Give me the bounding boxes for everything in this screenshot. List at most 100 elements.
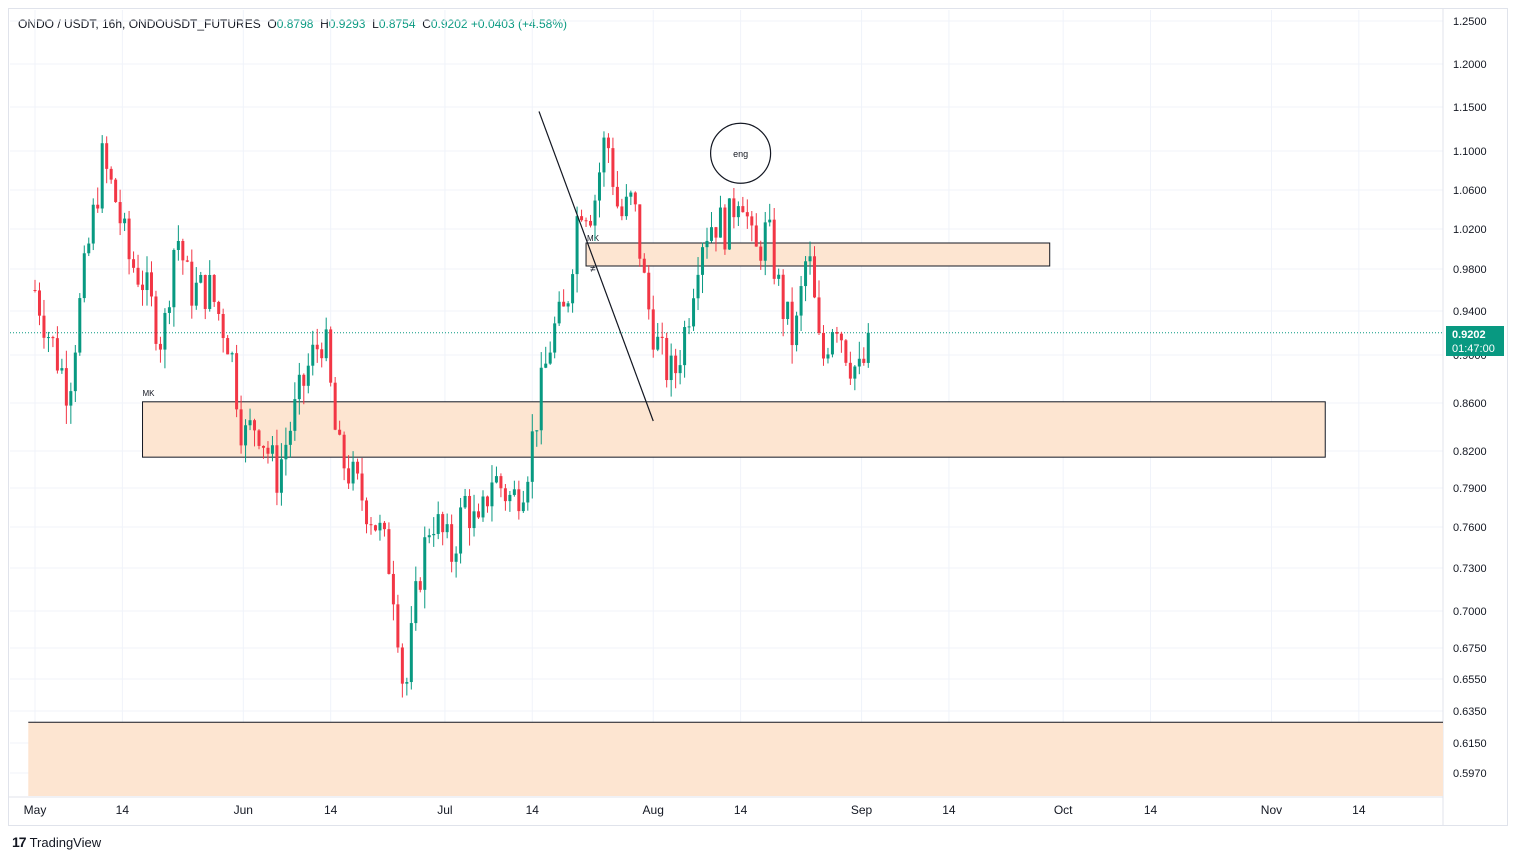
candle-body bbox=[418, 581, 422, 590]
candle-body bbox=[329, 329, 333, 383]
candle-body bbox=[432, 533, 436, 536]
candle-body bbox=[660, 336, 664, 338]
candle-body bbox=[145, 272, 149, 291]
candle-body bbox=[320, 349, 324, 359]
y-tick-label: 0.8600 bbox=[1453, 398, 1487, 410]
candle-body bbox=[136, 267, 140, 285]
candle-body bbox=[73, 352, 77, 392]
candle-body bbox=[647, 272, 651, 310]
candle-body bbox=[651, 309, 655, 350]
candle-body bbox=[414, 581, 418, 624]
candle-body bbox=[777, 274, 781, 279]
candle-body bbox=[705, 240, 709, 248]
candle-body bbox=[423, 537, 427, 590]
candle-body bbox=[835, 332, 839, 334]
candle-body bbox=[194, 282, 198, 306]
candle-body bbox=[127, 218, 131, 260]
zone-rect bbox=[585, 242, 1051, 267]
x-tick-label: Aug bbox=[643, 803, 664, 817]
candle-body bbox=[306, 365, 310, 386]
candle-body bbox=[253, 420, 257, 431]
candle-body bbox=[638, 204, 642, 259]
candle-body bbox=[311, 344, 315, 366]
candle-body bbox=[718, 207, 722, 238]
last-price-tag: 0.9202 01:47:00 bbox=[1446, 326, 1504, 356]
y-tick-label: 0.6350 bbox=[1453, 706, 1487, 718]
candle-body bbox=[51, 337, 55, 339]
candle-body bbox=[391, 573, 395, 605]
candle-body bbox=[100, 143, 104, 209]
candle-body bbox=[709, 227, 713, 241]
candle-body bbox=[593, 200, 597, 226]
candle-body bbox=[360, 473, 364, 501]
candle-body bbox=[351, 461, 355, 484]
candle-body bbox=[692, 298, 696, 327]
trend-line[interactable] bbox=[538, 111, 654, 422]
candle-body bbox=[33, 290, 37, 291]
candle-body bbox=[485, 496, 489, 507]
candle-body bbox=[701, 247, 705, 275]
candle-body bbox=[732, 198, 736, 218]
candle-body bbox=[436, 514, 440, 534]
candle-body bbox=[817, 297, 821, 333]
bar-countdown: 01:47:00 bbox=[1452, 343, 1495, 355]
candle-body bbox=[781, 274, 785, 320]
candle-body bbox=[813, 256, 817, 298]
candle-body bbox=[526, 481, 530, 503]
x-tick-label: Oct bbox=[1054, 803, 1073, 817]
candle-body bbox=[208, 274, 212, 309]
candle-body bbox=[839, 333, 843, 341]
candle-body bbox=[123, 218, 127, 224]
candle-body bbox=[450, 524, 454, 562]
candle-body bbox=[244, 425, 248, 446]
candle-body bbox=[441, 514, 445, 533]
candle-body bbox=[521, 502, 525, 512]
candle-body bbox=[481, 496, 485, 518]
close-label: C bbox=[422, 17, 431, 31]
candle-body bbox=[548, 352, 552, 364]
candle-body bbox=[557, 301, 561, 324]
candle-body bbox=[190, 261, 194, 306]
candle-body bbox=[118, 202, 122, 224]
candle-body bbox=[288, 430, 292, 445]
candle-body bbox=[606, 137, 610, 149]
candle-body bbox=[109, 168, 113, 180]
candle-body bbox=[754, 225, 758, 247]
candle-body bbox=[490, 482, 494, 507]
candle-body bbox=[539, 367, 543, 431]
candle-body bbox=[378, 522, 382, 531]
candle-body bbox=[338, 429, 342, 435]
candle-body bbox=[535, 430, 539, 432]
y-tick-label: 1.2500 bbox=[1453, 16, 1487, 28]
low-label: L bbox=[372, 17, 379, 31]
candle-body bbox=[723, 207, 727, 250]
candle-body bbox=[400, 647, 404, 684]
candle-body bbox=[468, 495, 472, 529]
candle-body bbox=[615, 186, 619, 207]
candle-body bbox=[261, 445, 265, 448]
candle-body bbox=[799, 286, 803, 316]
y-tick-label: 1.0200 bbox=[1453, 224, 1487, 236]
candle-body bbox=[333, 382, 337, 430]
candle-body bbox=[266, 447, 270, 454]
candle-body bbox=[55, 338, 59, 371]
candle-body bbox=[575, 216, 579, 275]
annotation-circle[interactable] bbox=[709, 122, 772, 184]
candle-body bbox=[862, 358, 866, 363]
y-tick-label: 1.2000 bbox=[1453, 59, 1487, 71]
candle-body bbox=[866, 332, 870, 363]
candle-body bbox=[64, 368, 68, 406]
candle-body bbox=[221, 313, 225, 339]
footer-branding[interactable]: 17 TradingView bbox=[12, 834, 101, 850]
candle-body bbox=[342, 434, 346, 469]
x-tick-label: Sep bbox=[851, 803, 873, 817]
candle-body bbox=[217, 301, 221, 314]
x-tick-label: 14 bbox=[942, 803, 956, 817]
tradingview-logo-icon: 17 bbox=[12, 834, 27, 850]
candle-body bbox=[477, 511, 481, 518]
y-tick-label: 0.7000 bbox=[1453, 606, 1487, 618]
x-tick-label: Jun bbox=[234, 803, 253, 817]
y-tick-label: 0.6150 bbox=[1453, 738, 1487, 750]
candle-body bbox=[114, 179, 118, 203]
